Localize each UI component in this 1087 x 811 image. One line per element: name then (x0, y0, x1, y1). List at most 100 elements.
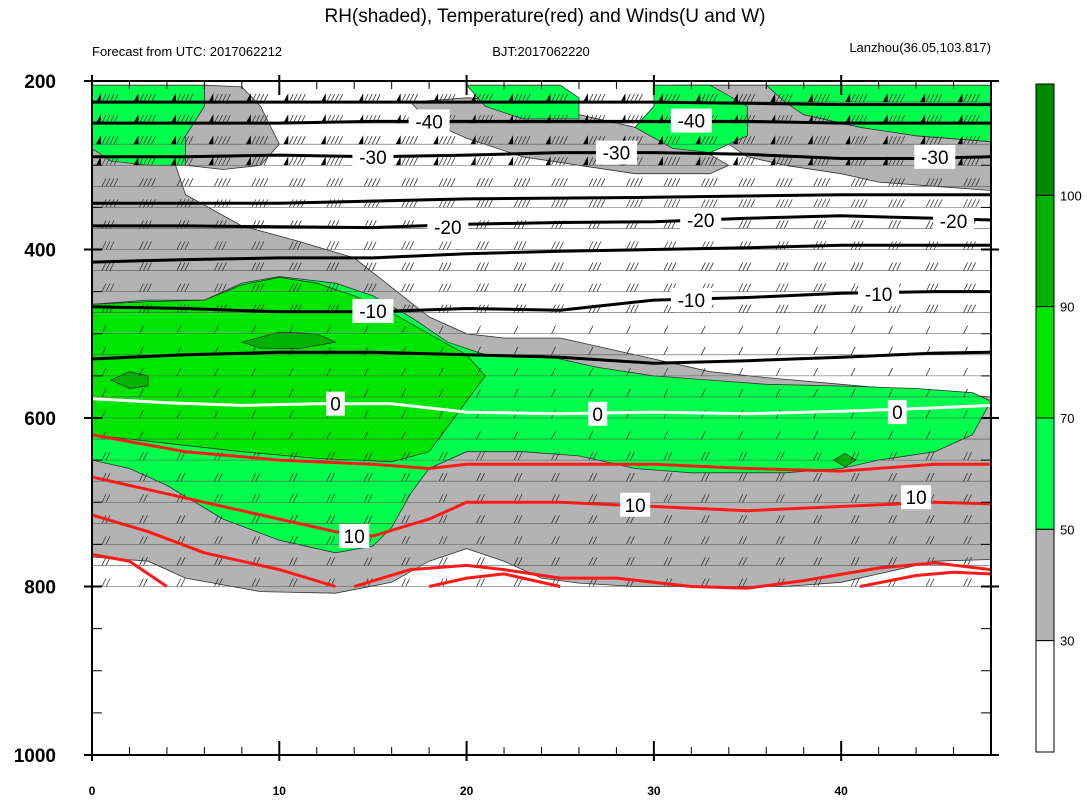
wind-barb-feather (630, 451, 635, 461)
wind-barb-feather (817, 220, 823, 229)
contour-label-box (914, 144, 956, 169)
wind-barb-feather (446, 241, 452, 250)
wind-barb-feather (896, 304, 901, 313)
wind-barb-feather (551, 515, 556, 524)
wind-barb-feather (363, 178, 369, 187)
wind-barb-feather (626, 536, 631, 545)
wind-barb-feather (850, 451, 856, 461)
wind-barb-feather (513, 473, 519, 482)
wind-barb-feather (738, 304, 744, 313)
wind-barb-pennant (845, 114, 851, 124)
wind-barb-feather (288, 409, 294, 419)
wind-barb-feather (779, 93, 785, 103)
wind-barb-feather (626, 430, 631, 440)
wind-barb-feather (405, 473, 411, 482)
wind-barb-feather (896, 262, 901, 271)
wind-barb-feather (521, 178, 527, 187)
wind-barb-feather (817, 578, 823, 587)
wind-barb-pennant (133, 114, 139, 124)
wind-barb-feather (143, 157, 148, 166)
wind-barb-feather (176, 346, 182, 355)
wind-barb-feather (779, 262, 785, 271)
wind-barb-feather (738, 178, 744, 187)
wind-barb-feather (663, 451, 669, 461)
wind-barb-feather (600, 199, 606, 208)
wind-barb-feather (825, 178, 831, 187)
wind-barb-feather (113, 178, 119, 187)
wind-barb-feather (888, 536, 893, 545)
wind-barb-feather (214, 157, 219, 166)
wind-barb-feather (363, 325, 369, 334)
wind-barb-feather (405, 578, 411, 587)
wind-barb-feather (925, 136, 931, 145)
wind-barb-feather (443, 81, 444, 82)
wind-barb-feather (704, 557, 710, 566)
wind-barb-feather (143, 473, 148, 482)
wind-barb-feather (521, 136, 527, 145)
location-label: Lanzhou(36.05,103.817) (849, 40, 991, 55)
wind-barb-feather (813, 430, 819, 440)
wind-barb-feather (109, 178, 115, 187)
wind-barb-feather (626, 283, 631, 292)
wind-barb-feather (862, 136, 868, 145)
wind-barb-pennant (283, 72, 288, 81)
wind-barb-feather (330, 494, 336, 503)
temperature-contour (92, 214, 991, 230)
contour-label: -20 (434, 218, 461, 239)
wind-barb-feather (742, 178, 748, 187)
contour-label: -20 (687, 211, 714, 232)
wind-barb-feather (738, 536, 744, 545)
temperature-contour (859, 570, 991, 588)
wind-barb-feather (888, 81, 890, 82)
wind-barb-feather (592, 283, 598, 292)
wind-barb-feather (484, 136, 489, 145)
wind-barb-feather (775, 325, 781, 334)
wind-barb-feather (139, 557, 144, 566)
wind-barb-feather (401, 178, 407, 187)
wind-barb-feather (151, 178, 156, 187)
wind-barb-feather (783, 283, 789, 292)
wind-barb-pennant (245, 93, 251, 103)
wind-barb-feather (147, 157, 152, 166)
wind-barb-feather (663, 304, 669, 313)
wind-barb-feather (850, 220, 856, 229)
wind-barb-feather (588, 494, 594, 503)
wind-barb-pennant (508, 72, 513, 81)
plot-area (92, 72, 991, 755)
wind-barb-feather (372, 81, 373, 82)
wind-barb-feather (663, 515, 669, 524)
wind-barb-feather (850, 136, 856, 145)
wind-barb-feather (405, 451, 411, 461)
wind-barb-feather (476, 283, 481, 292)
wind-barb-pennant (320, 156, 326, 166)
wind-barb-feather (488, 157, 493, 166)
wind-barb-feather (480, 157, 485, 166)
wind-barb-feather (288, 241, 294, 250)
wind-barb-feather (401, 409, 407, 419)
wind-barb-feather (401, 136, 407, 145)
wind-barb-feather (588, 451, 594, 461)
wind-barb-feather (933, 178, 939, 187)
wind-barb-feather (330, 473, 336, 482)
wind-barb-feather (971, 304, 976, 313)
wind-barb-feather (251, 262, 257, 271)
wind-barb-feather (746, 93, 752, 103)
wind-barb-feather (975, 93, 980, 103)
wind-barb-feather (638, 81, 639, 82)
wind-barb-feather (854, 473, 860, 482)
wind-barb-feather (671, 93, 677, 103)
wind-barb-feather (476, 430, 481, 440)
wind-barb-feather (143, 241, 148, 250)
wind-barb-feather (775, 136, 781, 145)
wind-barb-feather (929, 136, 935, 145)
wind-barb-feather (476, 515, 481, 524)
wind-barb-feather (859, 81, 860, 82)
wind-barb-feather (363, 557, 369, 566)
wind-barb-feather (592, 557, 598, 566)
wind-barb-feather (596, 81, 598, 82)
wind-barb-feather (226, 81, 227, 82)
wind-barb-feather (439, 81, 440, 82)
wind-barb-feather (963, 262, 968, 271)
wind-barb-feather (634, 241, 639, 250)
